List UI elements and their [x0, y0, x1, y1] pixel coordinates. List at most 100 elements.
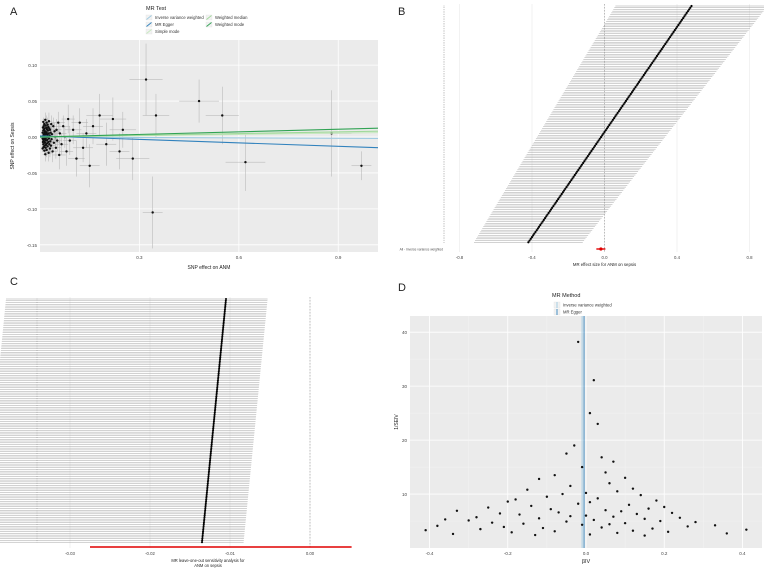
- snp-estimate: [212, 420, 215, 423]
- y-tick-label: 10: [402, 492, 408, 497]
- snp-point: [604, 471, 607, 474]
- x-axis-title-line2: ANM on sepsis: [194, 563, 222, 568]
- snp-estimate: [208, 466, 211, 469]
- panel-d-letter: D: [398, 282, 406, 294]
- snp-estimate: [206, 487, 209, 491]
- snp-estimate: [206, 489, 209, 492]
- snp-point: [580, 465, 584, 469]
- snp-point: [455, 509, 459, 512]
- snp-estimate: [605, 127, 609, 130]
- snp-estimate: [632, 89, 635, 92]
- snp-estimate: [666, 39, 669, 42]
- snp-estimate: [213, 415, 216, 418]
- snp-estimate: [573, 173, 576, 177]
- snp-point: [424, 528, 427, 532]
- y-tick-label: 0.10: [28, 63, 37, 68]
- x-tick-label: -0.03: [65, 551, 75, 556]
- snp-estimate: [653, 58, 656, 61]
- snp-estimate: [213, 409, 217, 412]
- x-tick-label: 0.2: [661, 551, 668, 556]
- snp-point: [57, 121, 60, 124]
- summary-label: All - Inverse variance weighted: [400, 248, 444, 252]
- snp-point: [41, 147, 44, 150]
- legend-label: Weighted median: [215, 15, 248, 20]
- snp-estimate: [216, 379, 219, 382]
- snp-estimate: [627, 96, 630, 99]
- legend-label: Inverse variance weighted: [155, 15, 204, 20]
- snp-point: [584, 491, 588, 495]
- snp-estimate: [579, 165, 582, 168]
- snp-point: [61, 125, 65, 128]
- snp-estimate: [547, 211, 550, 215]
- snp-estimate: [682, 16, 685, 20]
- snp-estimate: [218, 365, 221, 368]
- y-tick-label: -0.10: [27, 207, 38, 212]
- snp-estimate: [658, 51, 661, 54]
- snp-estimate: [217, 372, 220, 375]
- snp-estimate: [590, 149, 593, 152]
- snp-point: [518, 513, 521, 516]
- snp-estimate: [210, 445, 213, 448]
- snp-estimate: [211, 431, 214, 434]
- snp-estimate: [209, 454, 212, 457]
- snp-estimate: [224, 305, 227, 308]
- snp-point: [745, 528, 748, 531]
- snp-point: [154, 114, 158, 117]
- snp-estimate: [535, 229, 538, 232]
- snp-estimate: [623, 101, 626, 104]
- snp-estimate: [222, 326, 225, 329]
- snp-estimate: [677, 23, 680, 27]
- snp-estimate: [583, 160, 586, 163]
- snp-estimate: [665, 41, 668, 44]
- snp-estimate: [224, 299, 227, 302]
- snp-estimate: [567, 182, 570, 185]
- snp-estimate: [210, 443, 213, 446]
- snp-estimate: [220, 342, 223, 345]
- snp-point: [75, 157, 78, 160]
- snp-point: [41, 126, 45, 129]
- snp-estimate: [217, 377, 220, 380]
- snp-estimate: [217, 370, 220, 373]
- snp-estimate: [582, 161, 585, 165]
- x-axis-title-line1: MR leave-one-out sensitivity analysis fo…: [171, 558, 245, 563]
- x-axis-title: MR effect size for ANM on sepsis: [573, 262, 636, 267]
- x-axis-title: βIV: [582, 559, 591, 565]
- snp-point: [60, 143, 63, 146]
- x-axis-title: SNP effect on ANM: [188, 265, 231, 271]
- y-axis-title: SNP effect on Sepsis: [10, 122, 16, 170]
- snp-point: [56, 139, 59, 142]
- snp-estimate: [571, 177, 574, 180]
- snp-point: [44, 118, 47, 121]
- snp-point: [151, 211, 154, 214]
- snp-estimate: [216, 381, 219, 384]
- snp-estimate: [218, 358, 222, 361]
- snp-estimate: [657, 53, 660, 56]
- snp-estimate: [630, 91, 634, 94]
- snp-estimate: [209, 459, 212, 462]
- snp-estimate: [208, 464, 211, 467]
- snp-estimate: [209, 455, 212, 459]
- snp-point: [197, 99, 201, 103]
- snp-point: [58, 132, 62, 135]
- snp-point: [623, 521, 627, 525]
- snp-estimate: [219, 349, 222, 352]
- snp-estimate: [595, 142, 598, 146]
- snp-estimate: [636, 82, 640, 85]
- x-tick-label: -0.01: [225, 551, 235, 556]
- snp-estimate: [539, 223, 542, 227]
- snp-estimate: [224, 297, 228, 301]
- snp-point: [522, 522, 525, 525]
- snp-estimate: [203, 518, 206, 521]
- snp-estimate: [214, 406, 217, 409]
- snp-point: [88, 164, 91, 167]
- snp-estimate: [667, 37, 670, 40]
- snp-estimate: [212, 427, 215, 430]
- snp-estimate: [680, 18, 684, 21]
- snp-estimate: [548, 210, 551, 213]
- snp-estimate: [211, 429, 215, 432]
- snp-estimate: [624, 99, 628, 102]
- snp-point: [42, 129, 45, 132]
- snp-estimate: [216, 383, 219, 386]
- snp-point: [596, 497, 599, 500]
- snp-estimate: [591, 148, 594, 151]
